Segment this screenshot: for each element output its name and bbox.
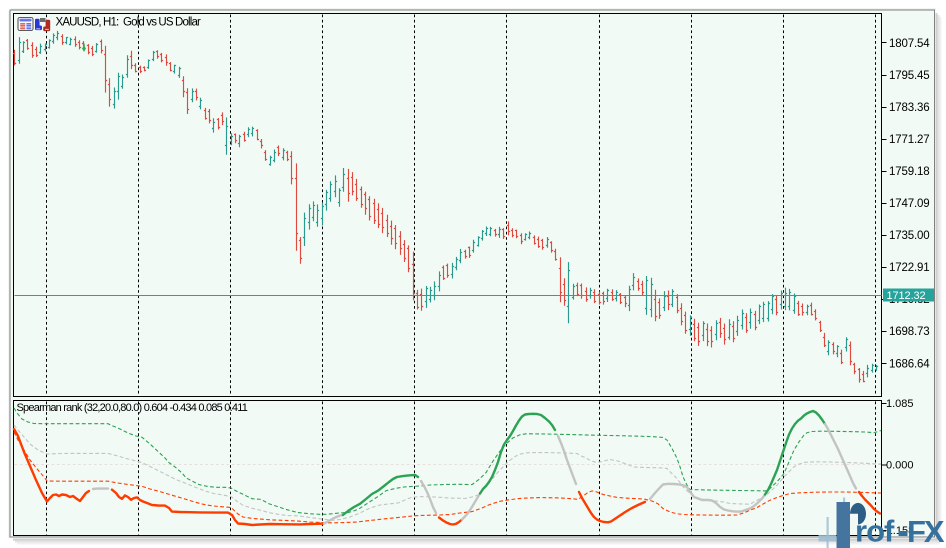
svg-text:FX: FX xyxy=(907,514,945,548)
svg-text:rof: rof xyxy=(855,514,895,548)
svg-text:1795.45: 1795.45 xyxy=(889,70,930,82)
svg-text:1722.91: 1722.91 xyxy=(889,262,930,274)
svg-text:1783.36: 1783.36 xyxy=(889,102,930,114)
svg-text:1.085: 1.085 xyxy=(886,398,914,410)
svg-text:1759.18: 1759.18 xyxy=(889,166,930,178)
svg-text:1712.32: 1712.32 xyxy=(887,290,926,302)
svg-text:1735.00: 1735.00 xyxy=(889,230,930,242)
svg-text:Spearman rank (32,20.0,80.0) 0: Spearman rank (32,20.0,80.0) 0.604 -0.43… xyxy=(17,402,248,414)
svg-text:1686.64: 1686.64 xyxy=(889,358,930,370)
svg-text:1771.27: 1771.27 xyxy=(889,134,930,146)
svg-text:XAUUSD, H1: Gold vs US Dollar: XAUUSD, H1: Gold vs US Dollar xyxy=(56,17,202,29)
svg-text:0.000: 0.000 xyxy=(886,459,914,471)
svg-text:1807.54: 1807.54 xyxy=(889,38,930,50)
svg-text:1747.09: 1747.09 xyxy=(889,198,930,210)
svg-text:1698.73: 1698.73 xyxy=(889,326,930,338)
